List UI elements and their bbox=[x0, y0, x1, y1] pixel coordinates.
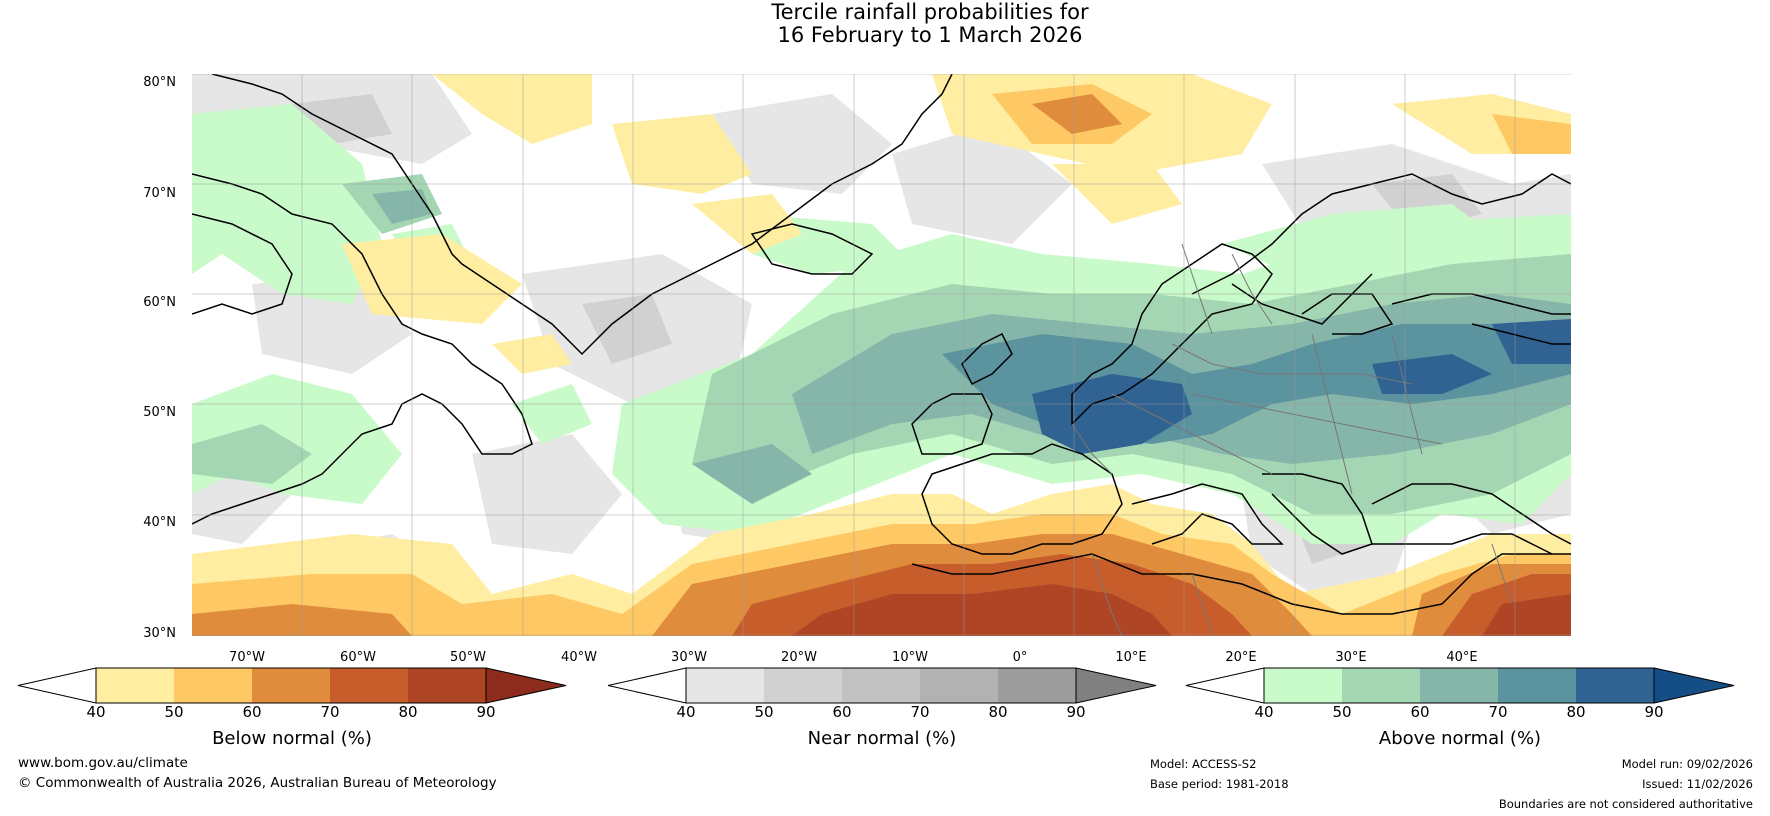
copyright: © Commonwealth of Australia 2026, Austra… bbox=[18, 775, 497, 791]
lon-label-60w: 60°W bbox=[340, 650, 376, 665]
colorbar-above-normal bbox=[1185, 667, 1735, 704]
colorbar-below-title: Below normal (%) bbox=[212, 728, 372, 749]
cb-above-tick-50: 50 bbox=[1332, 703, 1352, 721]
cb-below-tick-60: 60 bbox=[242, 703, 262, 721]
lon-label-70w: 70°W bbox=[229, 650, 265, 665]
lat-label-70n: 70°N bbox=[143, 186, 176, 201]
colorbar-near-normal bbox=[607, 667, 1157, 704]
issued-date: Issued: 11/02/2026 bbox=[1642, 777, 1753, 791]
cb-above-tick-80: 80 bbox=[1566, 703, 1586, 721]
lon-label-10e: 10°E bbox=[1115, 650, 1147, 665]
cb-near-tick-50: 50 bbox=[754, 703, 774, 721]
cb-above-tick-70: 70 bbox=[1488, 703, 1508, 721]
cb-above-tick-90: 90 bbox=[1644, 703, 1664, 721]
country-borders bbox=[1071, 243, 1513, 636]
rainfall-probability-map bbox=[192, 74, 1571, 636]
website-link[interactable]: www.bom.gov.au/climate bbox=[18, 755, 188, 771]
cb-below-tick-90: 90 bbox=[476, 703, 496, 721]
cb-below-tick-40: 40 bbox=[86, 703, 106, 721]
cb-below-tick-50: 50 bbox=[164, 703, 184, 721]
lat-label-50n: 50°N bbox=[143, 405, 176, 420]
lon-label-10w: 10°W bbox=[892, 650, 928, 665]
lon-label-20e: 20°E bbox=[1225, 650, 1257, 665]
colorbar-near-title: Near normal (%) bbox=[807, 728, 957, 749]
colorbar-above-title: Above normal (%) bbox=[1378, 728, 1542, 749]
lon-label-40e: 40°E bbox=[1446, 650, 1478, 665]
cb-near-tick-90: 90 bbox=[1066, 703, 1086, 721]
cb-above-tick-60: 60 bbox=[1410, 703, 1430, 721]
cb-near-tick-80: 80 bbox=[988, 703, 1008, 721]
model-name: Model: ACCESS-S2 bbox=[1150, 757, 1257, 771]
map-gridlines bbox=[192, 74, 1571, 636]
above-normal-shading bbox=[192, 104, 1571, 544]
lat-label-30n: 30°N bbox=[143, 626, 176, 641]
lat-label-60n: 60°N bbox=[143, 295, 176, 310]
boundaries-disclaimer: Boundaries are not considered authoritat… bbox=[1498, 797, 1753, 811]
lat-label-40n: 40°N bbox=[143, 515, 176, 530]
chart-title-line1: Tercile rainfall probabilities for bbox=[771, 0, 1089, 24]
model-run: Model run: 09/02/2026 bbox=[1621, 757, 1753, 771]
cb-near-tick-40: 40 bbox=[676, 703, 696, 721]
lon-label-50w: 50°W bbox=[450, 650, 486, 665]
base-period: Base period: 1981-2018 bbox=[1150, 777, 1289, 791]
cb-above-tick-40: 40 bbox=[1254, 703, 1274, 721]
cb-near-tick-60: 60 bbox=[832, 703, 852, 721]
lon-label-20w: 20°W bbox=[781, 650, 817, 665]
cb-below-tick-80: 80 bbox=[398, 703, 418, 721]
lon-label-30e: 30°E bbox=[1335, 650, 1367, 665]
lon-label-0: 0° bbox=[1012, 650, 1028, 665]
cb-near-tick-70: 70 bbox=[910, 703, 930, 721]
colorbar-below-normal bbox=[17, 667, 567, 704]
lon-label-30w: 30°W bbox=[671, 650, 707, 665]
chart-title-line2: 16 February to 1 March 2026 bbox=[777, 23, 1083, 47]
lon-label-40w: 40°W bbox=[561, 650, 597, 665]
lat-label-80n: 80°N bbox=[143, 75, 176, 90]
cb-below-tick-70: 70 bbox=[320, 703, 340, 721]
